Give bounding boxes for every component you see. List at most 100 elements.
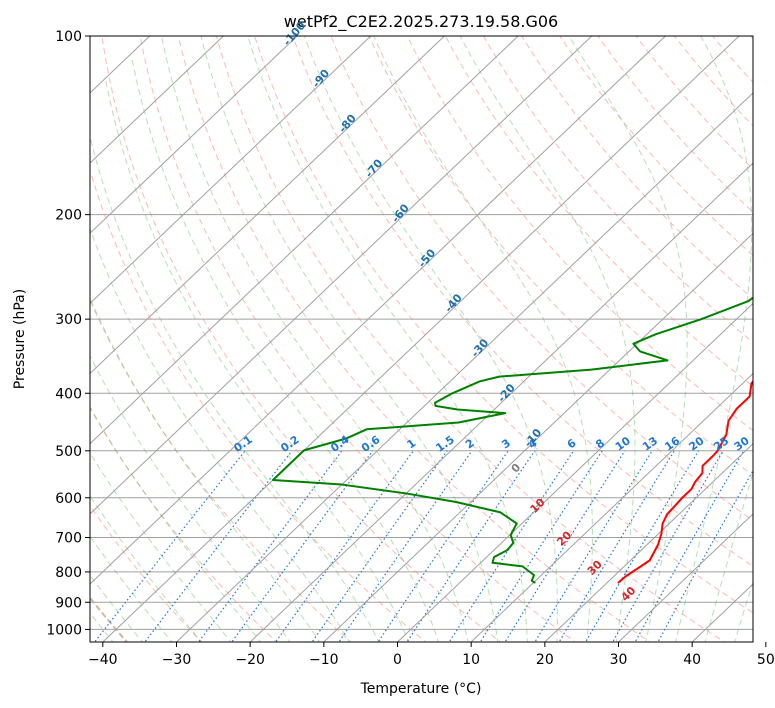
y-tick-label: 400 — [55, 386, 82, 402]
moist-adiabat-line — [704, 470, 753, 642]
chart-title: wetPf2_C2E2.2025.273.19.58.G06 — [284, 12, 558, 32]
dry-adiabat-line — [139, 36, 577, 642]
mixing-ratio-line — [406, 450, 536, 642]
dry-adiabat-line — [711, 36, 753, 84]
mixing-ratio-label: 6 — [565, 436, 579, 451]
moist-adiabat-label: 40 — [618, 584, 638, 604]
mixing-ratio-line — [311, 450, 448, 642]
isotherm-line — [470, 372, 753, 642]
isotherm-label: -10 — [522, 426, 545, 450]
plot-frame — [89, 35, 754, 643]
dry-adiabat-line — [597, 36, 753, 213]
mixing-ratio-label: 0.4 — [328, 433, 352, 455]
mixing-ratio-line — [534, 450, 653, 642]
dry-adiabat-line — [101, 36, 502, 642]
dewpoint-profile-line — [271, 296, 753, 584]
x-tick-label: −20 — [235, 652, 265, 668]
mixing-ratio-line — [197, 450, 343, 642]
x-tick-label: 20 — [536, 652, 554, 668]
isotherm-line — [617, 513, 753, 642]
y-tick-label: 100 — [55, 29, 82, 45]
isotherm-label: -70 — [363, 156, 386, 180]
moist-adiabat-line — [161, 36, 469, 642]
y-tick-label: 800 — [55, 565, 82, 581]
temperature-profile-line — [617, 379, 753, 584]
x-tick-label: 40 — [683, 652, 701, 668]
isotherm-line — [90, 36, 225, 164]
isotherm-label: -20 — [495, 381, 518, 405]
mixing-ratio-line — [448, 450, 575, 642]
reference-adiabat-line — [90, 596, 129, 642]
dry-adiabat-line — [406, 36, 753, 432]
y-tick-label: 600 — [55, 491, 82, 507]
x-tick-label: −30 — [162, 652, 192, 668]
isotherm-line — [175, 92, 753, 642]
y-axis-label: Pressure (hPa) — [12, 289, 28, 389]
isotherm-line — [90, 36, 667, 585]
isotherms — [90, 23, 775, 645]
isotherm-label: -60 — [389, 201, 412, 225]
y-tick-label: 200 — [55, 208, 82, 224]
isotherm-line — [396, 302, 753, 642]
moist-adiabat-line — [734, 580, 753, 642]
x-axis-label: Temperature (°C) — [360, 681, 482, 697]
moist-adiabat-line — [303, 36, 558, 642]
moist-adiabat-line — [90, 296, 321, 642]
moist-adiabat-line — [247, 36, 528, 642]
dry-adiabat-line — [444, 36, 753, 387]
dry-adiabat-line — [292, 36, 753, 567]
moist-adiabat-line — [674, 36, 753, 642]
grid-layer — [90, 36, 753, 630]
mixing-ratio-line — [144, 450, 293, 642]
isotherm-line — [102, 36, 740, 642]
mixing-ratio-line — [612, 450, 724, 642]
isotherm-line — [763, 23, 775, 645]
y-tick-label: 900 — [55, 595, 82, 611]
y-tick-label: 700 — [55, 531, 82, 547]
isotherm-line — [323, 232, 753, 642]
mixing-ratio-line — [584, 450, 700, 642]
mixing-ratio-line — [93, 450, 246, 642]
profile-lines — [271, 296, 753, 584]
dry-adiabat-line — [673, 36, 753, 127]
moist-adiabat-line — [90, 134, 380, 642]
moist-adiabat-line — [373, 36, 593, 642]
moist-adiabat-line — [90, 452, 232, 642]
mixing-ratio-label: 0.6 — [359, 433, 383, 455]
x-tick-label: 50 — [757, 652, 775, 668]
moist-adiabat-line — [459, 36, 636, 642]
mixing-ratio-label: 1.5 — [433, 433, 456, 455]
axes: −40 −30 −20 −10 0 10 20 30 40 5010020030040050060… — [46, 29, 774, 668]
isotherm-line — [90, 36, 519, 445]
isotherm-line — [90, 36, 298, 234]
dry-adiabat-line — [254, 36, 753, 614]
isotherm-label: -30 — [469, 336, 492, 360]
moist-adiabat-line — [200, 36, 499, 642]
mixing-ratio-line — [657, 469, 753, 642]
x-tick-label: −10 — [309, 652, 339, 668]
mixing-ratio-line — [338, 450, 473, 642]
moist-adiabat-label: 0 — [509, 461, 524, 476]
dry-adiabat-line — [177, 36, 651, 642]
moist-adiabat-line — [568, 36, 688, 642]
dry-adiabat-line — [368, 36, 753, 476]
x-tick-label: 30 — [610, 652, 628, 668]
dry-adiabat-line — [521, 36, 753, 300]
dry-adiabats — [90, 36, 753, 642]
mixing-ratio-line — [634, 450, 745, 642]
isotherm-label: -90 — [310, 67, 333, 91]
isotherm-label: -50 — [416, 246, 439, 270]
dry-adiabat-line — [482, 36, 753, 343]
dry-adiabat-line — [90, 504, 203, 642]
mixing-ratio-label: 2 — [463, 436, 477, 451]
dry-adiabat-line — [90, 299, 352, 642]
dry-adiabat-line — [749, 36, 753, 40]
moist-adiabat-line — [104, 78, 410, 642]
y-tick-label: 1000 — [46, 622, 82, 638]
annotation-labels: 0.1 0.2 0.4 0.6 1 1.5 2 3 4 6 8 10 13 16 20 25 30-100-90… — [231, 19, 752, 604]
isotherm-line — [90, 36, 372, 305]
moist-adiabat-line — [90, 227, 350, 642]
y-tick-label: 500 — [55, 444, 82, 460]
isotherm-line — [90, 36, 593, 515]
x-tick-label: 0 — [393, 652, 402, 668]
